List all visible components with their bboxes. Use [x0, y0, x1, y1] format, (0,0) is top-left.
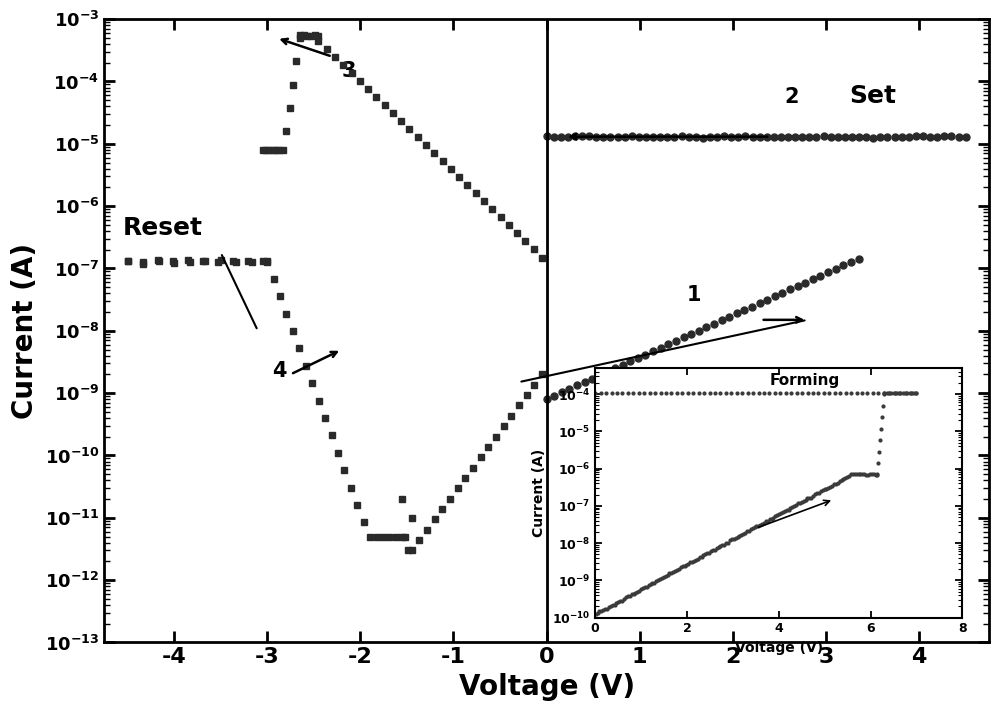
- Text: Reset: Reset: [123, 216, 203, 239]
- Text: 2: 2: [784, 87, 799, 107]
- Text: 3: 3: [342, 61, 356, 80]
- Text: 4: 4: [272, 361, 286, 381]
- Text: 1: 1: [686, 285, 701, 305]
- Y-axis label: Current (A): Current (A): [11, 243, 39, 419]
- Text: Set: Set: [849, 84, 896, 108]
- X-axis label: Voltage (V): Voltage (V): [459, 673, 635, 701]
